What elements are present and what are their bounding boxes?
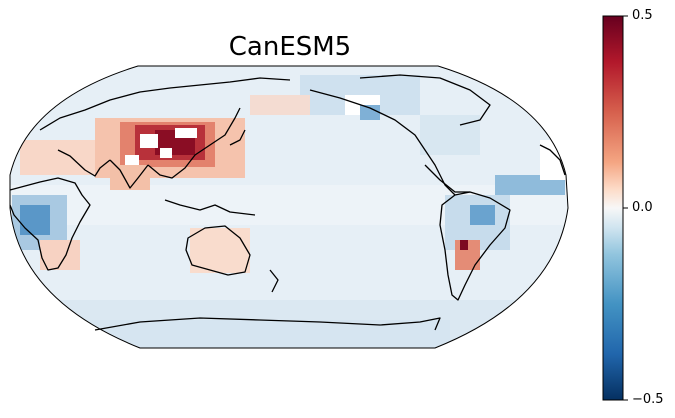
north-eurasia-coastline (39, 77, 291, 131)
north-pacific-warm (250, 95, 310, 115)
india-warm (110, 165, 150, 190)
indonesia-coastline (164, 199, 256, 216)
colorbar (602, 15, 624, 401)
africa-coastline (9, 177, 91, 271)
central-america-coastline (424, 164, 470, 193)
anomaly-field (10, 66, 568, 348)
greenland-coastline (539, 144, 566, 176)
antarctica-coastline (94, 317, 441, 331)
east-asia-coastline (147, 107, 241, 179)
colorbar-tick-label-zero: 0.0 (632, 200, 653, 215)
japan-coastline (229, 129, 246, 146)
north-america-region (300, 75, 480, 155)
antarctica-region (90, 320, 450, 348)
map-title: CanESM5 (228, 32, 352, 62)
north-america-coastline (309, 89, 456, 196)
australia-coastline (185, 225, 251, 276)
colorbar-tick-label-min: −0.5 (632, 392, 664, 407)
colorbar-tick-label-max: 0.5 (632, 8, 653, 23)
europe-warm-region (20, 140, 95, 175)
new-zealand-coastline (269, 269, 279, 293)
north-america-arctic (359, 74, 491, 126)
australia-warm-region (190, 228, 250, 273)
arabia-coastline (57, 149, 111, 177)
map-boundary (9, 65, 569, 349)
south-america-coastline (439, 191, 511, 301)
india-coastline (109, 159, 149, 189)
coastlines (9, 74, 566, 331)
